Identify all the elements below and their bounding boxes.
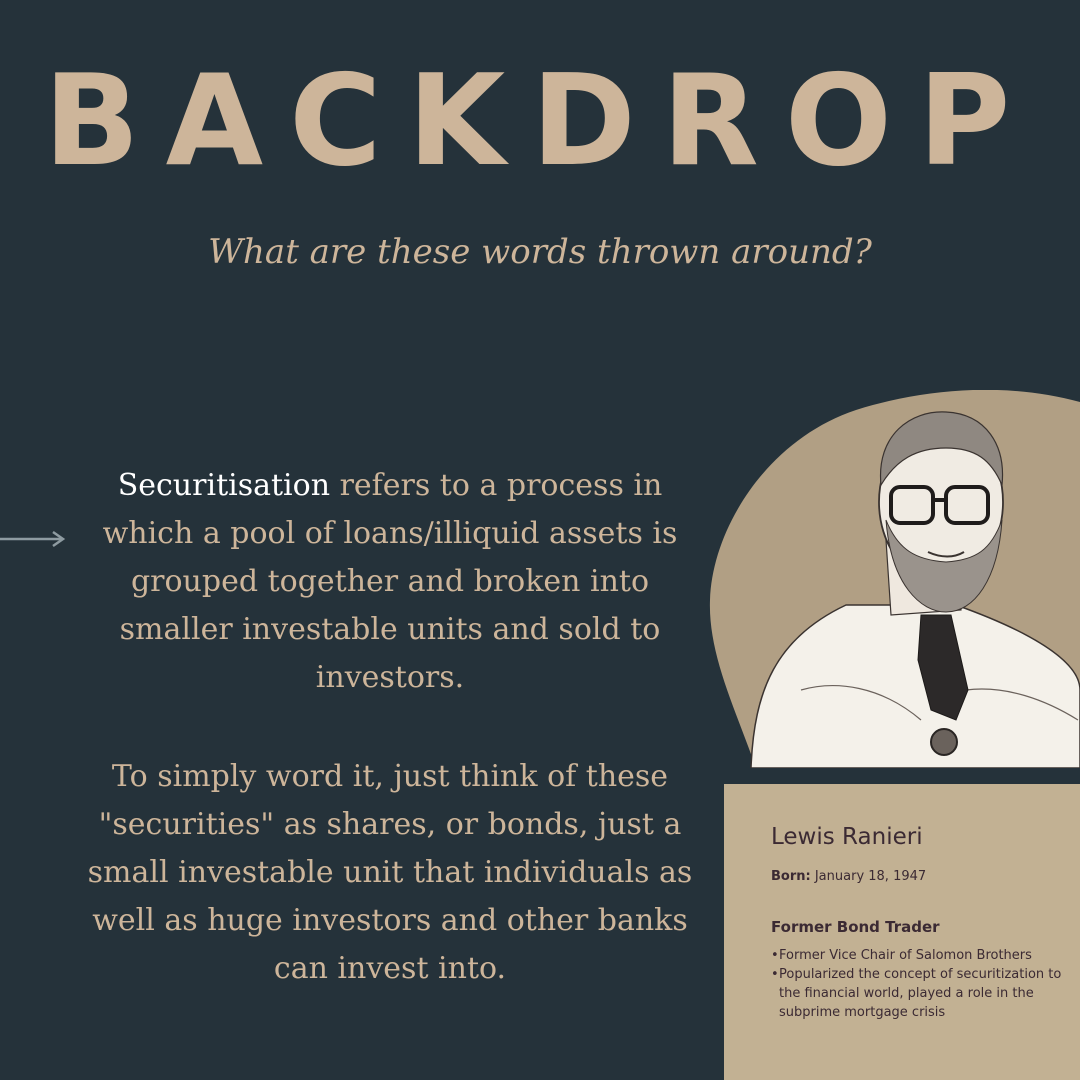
right-arrow-icon (0, 530, 66, 548)
profile-bullets: Former Vice Chair of Salomon Brothers Po… (771, 946, 1071, 1022)
explanation-paragraph: To simply word it, just think of these "… (87, 759, 693, 986)
page-title: BACKDROP (43, 47, 1037, 194)
profile-born: Born: January 18, 1947 (771, 869, 926, 884)
profile-bullet: Former Vice Chair of Salomon Brothers (771, 946, 1071, 965)
profile-card: Lewis Ranieri Born: January 18, 1947 For… (724, 784, 1080, 1080)
profile-role: Former Bond Trader (771, 918, 940, 936)
profile-name: Lewis Ranieri (771, 824, 923, 850)
definition-paragraph: Securitisation refers to a process in wh… (70, 462, 710, 702)
definition-text: refers to a process in which a pool of l… (102, 468, 678, 695)
portrait-illustration (709, 390, 1080, 768)
born-label: Born: (771, 869, 811, 884)
definition-term: Securitisation (117, 468, 331, 503)
profile-bullet: Popularized the concept of securitizatio… (771, 965, 1071, 1022)
page-subtitle: What are these words thrown around? (208, 232, 872, 272)
born-value: January 18, 1947 (810, 869, 927, 884)
